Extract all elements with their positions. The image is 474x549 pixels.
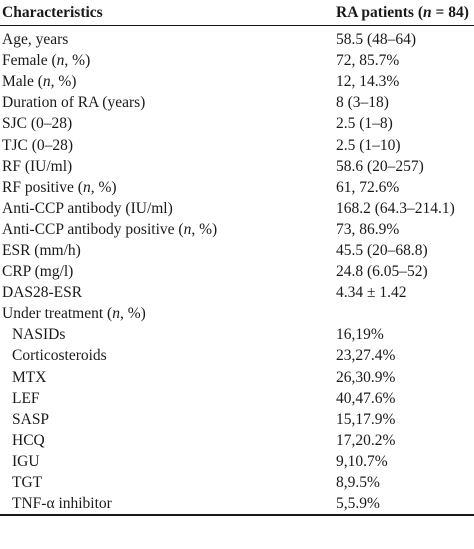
row-value: 8 (3–18) — [336, 94, 389, 112]
row-value: 72, 85.7% — [336, 52, 400, 70]
row-label: HCQ — [12, 431, 45, 449]
row-value: 58.5 (48–64) — [336, 31, 417, 49]
row-label: SASP — [12, 410, 50, 428]
table-row: HCQ 17,20.2% — [0, 430, 474, 451]
row-label: Duration of RA (years) — [2, 94, 146, 112]
table-row: Male (n, %) 12, 14.3% — [0, 71, 474, 92]
table-row: Corticosteroids 23,27.4% — [0, 345, 474, 366]
row-value: 45.5 (20–68.8) — [336, 241, 428, 259]
header-characteristics: Characteristics — [2, 4, 103, 21]
table-row: RF (IU/ml) 58.6 (20–257) — [0, 156, 474, 177]
row-value: 23,27.4% — [336, 347, 396, 365]
row-value: 4.34 ± 1.42 — [336, 284, 407, 302]
row-value: 40,47.6% — [336, 389, 396, 407]
table-row: Under treatment (n, %) — [0, 303, 474, 324]
row-label: Male (n, %) — [2, 73, 77, 91]
row-value: 12, 14.3% — [336, 73, 400, 91]
row-value: 17,20.2% — [336, 431, 396, 449]
table-row: IGU 9,10.7% — [0, 451, 474, 472]
row-value: 168.2 (64.3–214.1) — [336, 199, 455, 217]
row-value: 8,9.5% — [336, 474, 380, 492]
row-label: NASIDs — [12, 326, 66, 344]
table-row: SASP 15,17.9% — [0, 409, 474, 430]
row-value: 5,5.9% — [336, 495, 380, 513]
row-label: RF (IU/ml) — [2, 157, 73, 175]
row-label: SJC (0–28) — [2, 115, 73, 133]
table-row: Female (n, %) 72, 85.7% — [0, 50, 474, 71]
row-value: 24.8 (6.05–52) — [336, 263, 428, 281]
table-row: TGT 8,9.5% — [0, 472, 474, 493]
row-value: 2.5 (1–8) — [336, 115, 393, 133]
bottom-rule — [0, 514, 474, 516]
row-value: 15,17.9% — [336, 410, 396, 428]
row-label: TJC (0–28) — [2, 136, 74, 154]
table-row: LEF 40,47.6% — [0, 388, 474, 409]
row-label: MTX — [12, 368, 47, 386]
table-row: Anti-CCP antibody (IU/ml) 168.2 (64.3–214… — [0, 198, 474, 219]
table-row: MTX 26,30.9% — [0, 367, 474, 388]
row-label: IGU — [12, 452, 40, 470]
row-label: LEF — [12, 389, 40, 407]
row-label: Corticosteroids — [12, 347, 107, 365]
row-value: 16,19% — [336, 326, 384, 344]
table-row: TJC (0–28) 2.5 (1–10) — [0, 134, 474, 155]
table-row: TNF-α inhibitor 5,5.9% — [0, 493, 474, 514]
table-row: Anti-CCP antibody positive (n, %) 73, 86.… — [0, 219, 474, 240]
characteristics-table: Characteristics RA patients (n = 84) Age… — [0, 0, 474, 516]
header-rule — [0, 25, 474, 26]
row-label: Female (n, %) — [2, 52, 91, 70]
row-label: TGT — [12, 474, 43, 492]
row-value: 9,10.7% — [336, 452, 388, 470]
row-value: 2.5 (1–10) — [336, 136, 401, 154]
row-label: Anti-CCP antibody positive (n, %) — [2, 220, 218, 238]
table-row: CRP (mg/l) 24.8 (6.05–52) — [0, 261, 474, 282]
row-value: 61, 72.6% — [336, 178, 400, 196]
row-label: Under treatment (n, %) — [2, 305, 146, 323]
row-value: 58.6 (20–257) — [336, 157, 424, 175]
table-row: DAS28-ESR 4.34 ± 1.42 — [0, 282, 474, 303]
table-header: Characteristics RA patients (n = 84) — [0, 0, 474, 25]
row-label: Age, years — [2, 31, 69, 49]
table-row: RF positive (n, %) 61, 72.6% — [0, 177, 474, 198]
row-label: TNF-α inhibitor — [12, 495, 112, 513]
row-value: 26,30.9% — [336, 368, 396, 386]
table-body: Age, years 58.5 (48–64) Female (n, %) 72, 8… — [0, 26, 474, 514]
header-group: RA patients (n = 84) — [336, 4, 469, 21]
row-value: 73, 86.9% — [336, 220, 400, 238]
row-label: ESR (mm/h) — [2, 241, 81, 259]
table-row: NASIDs 16,19% — [0, 324, 474, 345]
table-row: ESR (mm/h) 45.5 (20–68.8) — [0, 240, 474, 261]
table-row: Age, years 58.5 (48–64) — [0, 29, 474, 50]
row-label: CRP (mg/l) — [2, 263, 74, 281]
row-label: DAS28-ESR — [2, 284, 83, 302]
row-label: Anti-CCP antibody (IU/ml) — [2, 199, 173, 217]
row-label: RF positive (n, %) — [2, 178, 117, 196]
table-row: SJC (0–28) 2.5 (1–8) — [0, 113, 474, 134]
table-row: Duration of RA (years) 8 (3–18) — [0, 92, 474, 113]
